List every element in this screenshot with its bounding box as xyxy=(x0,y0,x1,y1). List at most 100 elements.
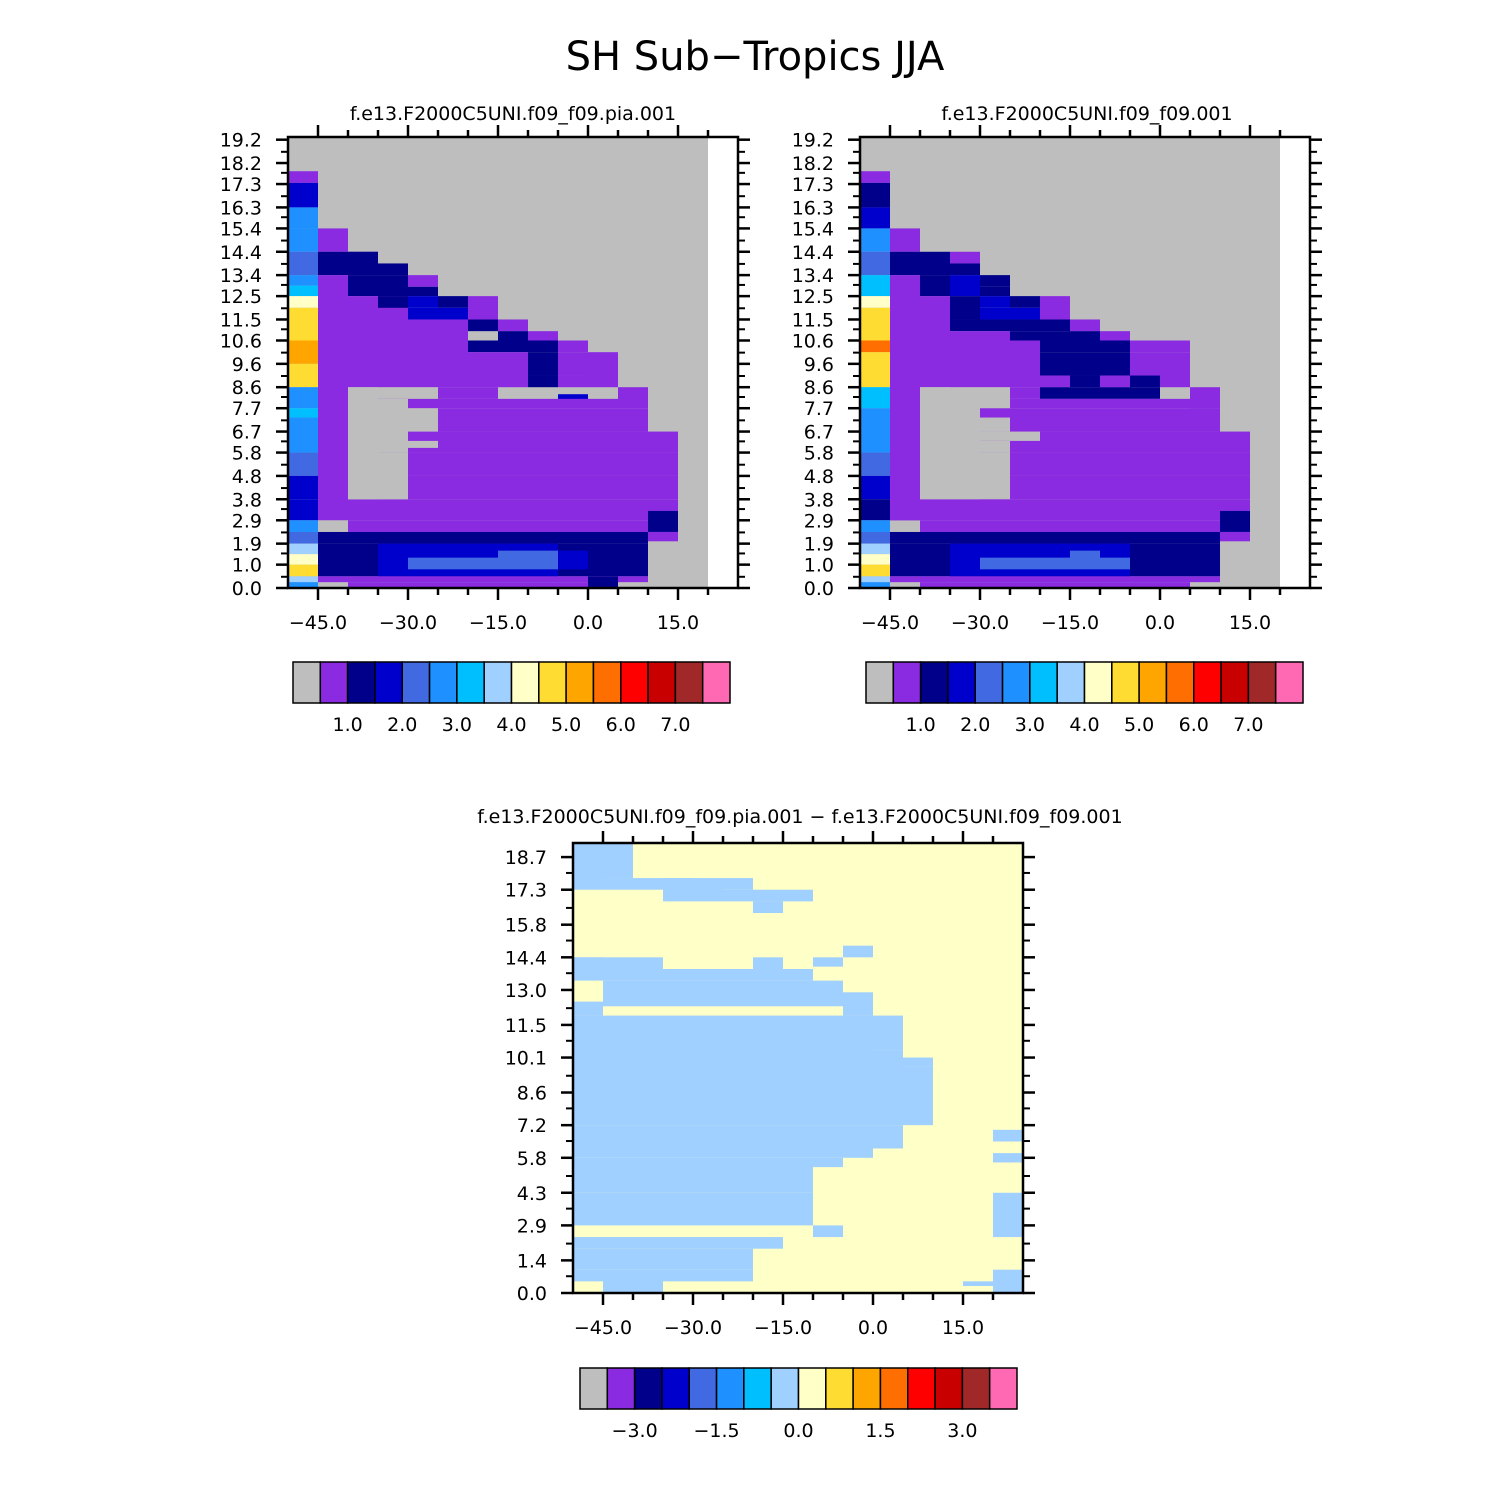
heatmap-cell xyxy=(288,452,318,476)
x-tick-label: 15.0 xyxy=(1229,612,1271,634)
heatmap-cell xyxy=(1070,375,1100,388)
heatmap-cell xyxy=(573,1269,603,1282)
y-tick-label: 3.8 xyxy=(232,489,262,511)
y-tick-label: 4.3 xyxy=(517,1183,547,1205)
x-tick-label: 0.0 xyxy=(573,612,603,634)
heatmap-cell xyxy=(873,1015,903,1051)
y-tick-label: 4.8 xyxy=(804,466,834,488)
heatmap-cell xyxy=(288,408,318,418)
heatmap-cell xyxy=(288,475,318,500)
heatmap-cell xyxy=(860,576,890,583)
y-tick-label: 5.8 xyxy=(232,443,262,465)
y-tick-label: 13.4 xyxy=(792,265,834,287)
heatmap-cell xyxy=(993,1129,1023,1142)
plot-frame xyxy=(286,135,740,590)
x-axis: −45.0 −30.0 −15.0 0.0 15.0 xyxy=(861,125,1282,634)
heatmap-cells xyxy=(288,137,708,588)
y-tick-label: 10.6 xyxy=(220,330,262,352)
heatmap-cell xyxy=(980,417,1010,432)
heatmap-cell xyxy=(378,408,438,432)
heatmap-cell xyxy=(408,275,438,287)
colorbar-swatch xyxy=(483,661,513,704)
colorbar-swatch xyxy=(661,1367,690,1410)
heatmap-cell xyxy=(980,296,1010,308)
colorbar-swatch xyxy=(865,661,895,704)
y-tick-label: 17.3 xyxy=(505,880,547,902)
heatmap-cell xyxy=(648,531,678,542)
heatmap-cell xyxy=(288,207,318,229)
heatmap-cell xyxy=(318,251,378,276)
heatmap-cell xyxy=(288,307,318,341)
heatmap-cell xyxy=(980,307,1040,320)
heatmap-cell xyxy=(860,275,890,297)
x-tick-label: −15.0 xyxy=(1041,612,1099,634)
heatmap-cell xyxy=(860,475,890,500)
heatmap-cell xyxy=(860,352,890,388)
heatmap-cells xyxy=(860,137,1280,588)
heatmap-cell xyxy=(288,340,318,364)
colorbar-tick-label: 3.0 xyxy=(947,1420,977,1442)
y-tick-label: 13.4 xyxy=(220,265,262,287)
y-tick-label: 1.0 xyxy=(804,555,834,577)
y-tick-label: 8.6 xyxy=(232,377,262,399)
heatmap-cell xyxy=(980,452,1250,476)
x-tick-label: −15.0 xyxy=(469,612,527,634)
heatmap-cell xyxy=(860,228,890,252)
heatmap-cell xyxy=(618,387,648,409)
heatmap-cell xyxy=(558,375,588,388)
y-axis: 0.01.01.92.93.84.85.86.77.78.69.610.611.… xyxy=(220,130,750,600)
colorbar-swatch xyxy=(892,661,922,704)
colorbar-tick-label: 3.0 xyxy=(442,714,472,736)
heatmap-cell xyxy=(618,576,648,583)
heatmap-cell xyxy=(920,296,950,341)
heatmap-cell xyxy=(860,387,890,409)
colorbar: 1.0 2.0 3.0 4.0 5.0 6.0 7.0 xyxy=(292,661,731,736)
heatmap-cell xyxy=(890,275,920,521)
heatmap-cell xyxy=(348,340,468,388)
heatmap-cell xyxy=(1220,431,1250,453)
heatmap-cell xyxy=(1010,296,1040,308)
heatmap-cell xyxy=(1010,319,1040,332)
y-tick-label: 17.3 xyxy=(792,174,834,196)
heatmap-cell xyxy=(408,296,438,308)
colorbar-tick-label: −1.5 xyxy=(693,1420,739,1442)
heatmap-cell xyxy=(860,554,890,565)
heatmap-cell xyxy=(980,286,1010,297)
colorbar-swatch xyxy=(319,661,349,704)
colorbar-swatch xyxy=(907,1367,936,1410)
colorbar-swatch xyxy=(852,1367,882,1410)
y-tick-label: 12.5 xyxy=(792,286,834,308)
y-tick-label: 5.8 xyxy=(517,1148,547,1170)
colorbar-swatch xyxy=(674,661,704,704)
colorbar-tick-label: 3.0 xyxy=(1015,714,1045,736)
heatmap-cell xyxy=(1040,387,1160,399)
colorbar-tick-label: 6.0 xyxy=(606,714,636,736)
colorbar-swatch xyxy=(401,661,431,704)
y-tick-label: 4.8 xyxy=(232,466,262,488)
heatmap-cell xyxy=(663,878,723,902)
heatmap-cell xyxy=(318,531,648,544)
colorbar-swatch xyxy=(456,661,485,704)
heatmap-cell xyxy=(573,957,663,981)
heatmap-cell xyxy=(860,452,890,476)
x-tick-label: 15.0 xyxy=(942,1317,984,1339)
heatmap-cell xyxy=(993,1192,1023,1238)
heatmap-cell xyxy=(920,275,950,297)
colorbar-swatch xyxy=(1083,661,1113,704)
y-tick-label: 11.5 xyxy=(220,309,262,331)
heatmap-cell xyxy=(378,452,678,476)
heatmap-cell xyxy=(288,564,318,577)
colorbar-swatch xyxy=(565,661,595,704)
colorbar-swatch xyxy=(1247,661,1277,704)
colorbar-swatch xyxy=(592,661,622,704)
heatmap-cell xyxy=(890,531,1220,544)
heatmap-cell xyxy=(1220,510,1250,532)
heatmap-cell xyxy=(318,275,348,521)
heatmap-cell xyxy=(950,296,980,320)
colorbar-swatch xyxy=(620,661,649,704)
y-tick-label: 16.3 xyxy=(792,197,834,219)
colorbar-swatch xyxy=(1001,661,1031,704)
heatmap-cells xyxy=(573,843,1023,1293)
colorbar-swatch xyxy=(633,1367,663,1410)
